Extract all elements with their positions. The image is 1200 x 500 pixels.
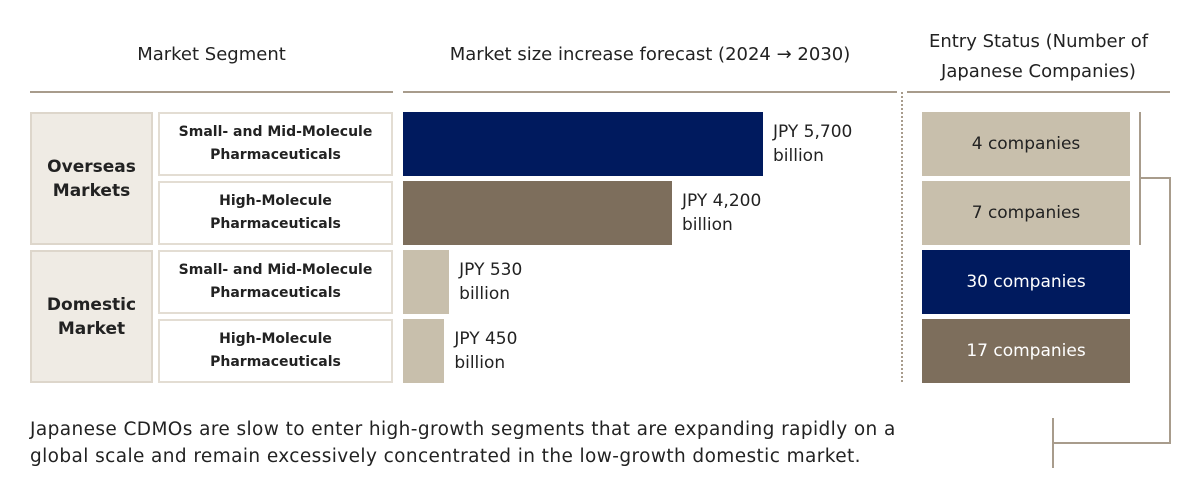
- segment-row: Small- and Mid-Molecule Pharmaceuticals: [158, 250, 393, 314]
- segment-row: High-Molecule Pharmaceuticals: [158, 319, 393, 383]
- group-label: Domestic: [46, 294, 137, 315]
- bracket-line: [1053, 442, 1171, 444]
- segment-label: Pharmaceuticals: [210, 354, 341, 370]
- bar-domestic-high: [403, 319, 445, 383]
- group-label: Market: [57, 318, 126, 339]
- entry-status-box: 17 companies: [922, 319, 1130, 383]
- bar-domestic-small-mid: [403, 250, 450, 314]
- header-rule: [30, 91, 393, 93]
- entry-status-box: 4 companies: [922, 112, 1130, 176]
- bar-overseas-high: [403, 181, 672, 245]
- segment-label: High-Molecule: [219, 331, 332, 347]
- group-overseas: Overseas Markets: [30, 112, 153, 245]
- bar-label: JPY 5,700 billion: [773, 122, 853, 166]
- group-label: Markets: [52, 180, 131, 201]
- segment-label: Small- and Mid-Molecule: [178, 262, 373, 278]
- header-rule: [403, 91, 897, 93]
- segment-label: Small- and Mid-Molecule: [178, 124, 373, 140]
- segment-label: Pharmaceuticals: [210, 285, 341, 301]
- segment-label: Pharmaceuticals: [210, 147, 341, 163]
- footer-note: Japanese CDMOs are slow to enter high-gr…: [30, 416, 896, 470]
- bar-overseas-small-mid: [403, 112, 763, 176]
- footer-line: global scale and remain excessively conc…: [30, 446, 861, 467]
- header-forecast: Market size increase forecast (2024 → 20…: [449, 44, 851, 65]
- group-label: Overseas: [47, 156, 136, 177]
- bar-label: JPY 450 billion: [454, 329, 518, 373]
- dotted-divider: [901, 92, 903, 382]
- segment-row: High-Molecule Pharmaceuticals: [158, 181, 393, 245]
- bar-label: JPY 4,200 billion: [681, 191, 762, 235]
- entry-status-box: 30 companies: [922, 250, 1130, 314]
- header-rule: [907, 91, 1170, 93]
- header-entry-status: Entry Status (Number of Japanese Compani…: [907, 27, 1170, 87]
- bracket-line: [1169, 177, 1171, 444]
- segment-label: Pharmaceuticals: [210, 216, 341, 232]
- header-entry-line2: Japanese Companies): [941, 61, 1136, 82]
- segment-row: Small- and Mid-Molecule Pharmaceuticals: [158, 112, 393, 176]
- header-market-segment: Market Segment: [137, 44, 286, 65]
- group-domestic: Domestic Market: [30, 250, 153, 383]
- header-entry-line1: Entry Status (Number of: [928, 31, 1149, 52]
- footer-line: Japanese CDMOs are slow to enter high-gr…: [30, 419, 896, 440]
- bar-label: JPY 530 billion: [459, 260, 523, 304]
- entry-status-box: 7 companies: [922, 181, 1130, 245]
- bracket-line: [1140, 177, 1171, 179]
- bracket-line: [1052, 418, 1054, 468]
- segment-label: High-Molecule: [219, 193, 332, 209]
